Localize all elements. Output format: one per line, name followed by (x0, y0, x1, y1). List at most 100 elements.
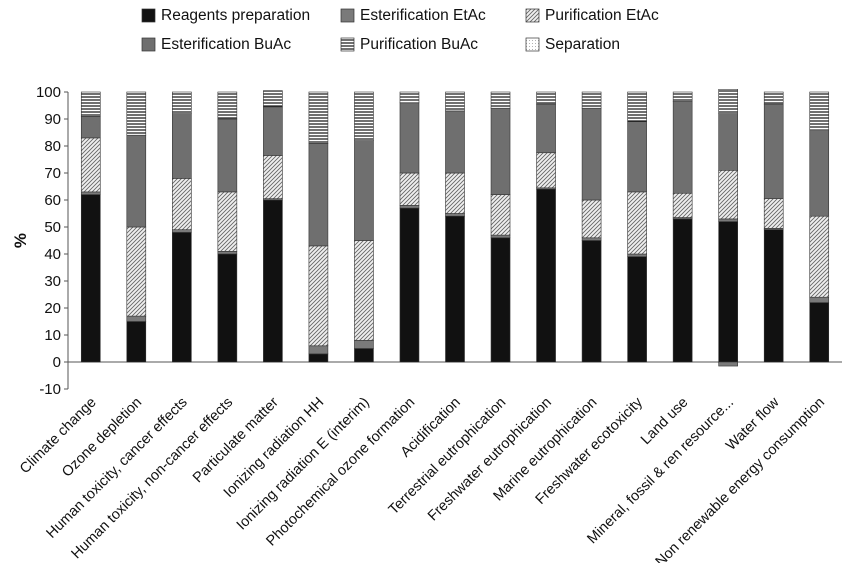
bar-segment (490, 107, 511, 195)
bar-segment (809, 91, 830, 131)
bar-segment (672, 101, 693, 194)
legend-label: Esterification EtAc (360, 7, 486, 24)
bar-segment (126, 134, 147, 228)
bar-segment (581, 107, 602, 201)
bar-segment (80, 194, 101, 363)
bar-segment (581, 199, 602, 239)
legend-label: Purification EtAc (545, 7, 659, 24)
y-tick-label: 0 (53, 354, 61, 371)
legend-swatch (141, 8, 156, 23)
bar-segment (217, 251, 238, 255)
bar-segment (399, 91, 420, 104)
bar-segment (354, 240, 374, 341)
y-tick-label: 40 (44, 246, 61, 263)
bar-segment-negative (718, 361, 738, 367)
bar-segment (399, 172, 420, 206)
bars (80, 89, 830, 367)
bar-segment (80, 137, 101, 193)
bar-segment (354, 91, 374, 141)
bar-segment (354, 340, 374, 349)
bar-segment (172, 91, 192, 114)
legend-swatch (525, 37, 540, 52)
y-tick-label: 30 (44, 273, 61, 290)
bar-segment (490, 234, 511, 239)
bar-segment (399, 205, 420, 209)
legend-swatch (340, 37, 355, 52)
y-tick-label: 20 (44, 300, 61, 317)
x-tick-label: Particulate matter (190, 394, 282, 486)
bar-segment (581, 237, 602, 241)
bar-segment (627, 121, 647, 193)
bar-segment (672, 218, 693, 363)
bar-segment (263, 106, 283, 156)
bar-segment (627, 253, 647, 258)
bar-segment (763, 198, 784, 229)
bar-segment (718, 218, 738, 222)
y-tick-label: 100 (36, 84, 61, 101)
bar-segment (672, 192, 693, 218)
legend-swatch (525, 8, 540, 23)
x-tick-label: Ozone depletion (59, 395, 145, 481)
bar-segment (809, 296, 830, 303)
legend: Reagents preparation Esterification EtAc P… (141, 7, 659, 53)
bar-segment (809, 215, 830, 298)
bar-segment (80, 191, 101, 195)
bar-segment (672, 91, 693, 102)
bar-segment (490, 194, 511, 236)
bar-segment (80, 91, 101, 117)
bar-segment (172, 113, 192, 179)
legend-label: Separation (545, 36, 620, 53)
legend-swatch (141, 37, 156, 52)
bar-segment (536, 152, 556, 189)
bar-segment (536, 91, 556, 105)
y-tick-label: 90 (44, 111, 61, 128)
bar-segment (80, 116, 101, 139)
bar-segment (718, 113, 738, 171)
bar-segment (172, 178, 192, 230)
bar-segment (445, 215, 465, 363)
bar-segment (718, 221, 738, 363)
bar-segment (308, 143, 329, 247)
legend-swatch (340, 8, 355, 23)
bar-segment (763, 91, 784, 105)
bar-segment (445, 91, 465, 112)
legend-label: Esterification BuAc (161, 36, 291, 53)
y-tick-label: -10 (39, 381, 61, 398)
bar-segment (172, 229, 192, 233)
bar-segment (536, 103, 556, 154)
y-tick-label: 60 (44, 192, 61, 209)
legend-label: Reagents preparation (161, 7, 310, 24)
bar-segment (581, 240, 602, 363)
bar-segment (627, 256, 647, 363)
x-tick-label: Climate change (17, 395, 100, 478)
bar-segment (126, 321, 147, 363)
bar-segment (354, 348, 374, 363)
y-tick-label: 50 (44, 219, 61, 236)
bar-segment (536, 188, 556, 363)
y-tick-label: 70 (44, 165, 61, 182)
y-tick-label: 80 (44, 138, 61, 155)
bar-segment (627, 91, 647, 123)
bar-segment (217, 253, 238, 363)
x-tick-label: Human toxicity, non-cancer effects (69, 395, 237, 563)
x-tick-label: Non renewable energy consumption (653, 395, 828, 563)
bar-segment (399, 207, 420, 363)
bar-segment (627, 191, 647, 255)
bar-segment (263, 199, 283, 363)
bar-segment (399, 102, 420, 174)
bar-segment (263, 90, 283, 108)
bar-segment (490, 237, 511, 363)
y-tick-label: 10 (44, 327, 61, 344)
bar-segment (445, 213, 465, 217)
bar-segment (217, 191, 238, 252)
bar-segment (308, 353, 329, 363)
legend-label: Purification BuAc (360, 36, 478, 53)
bar-segment (490, 91, 511, 109)
bar-segment (308, 345, 329, 355)
bar-segment (217, 91, 238, 120)
bar-segment (308, 91, 329, 144)
bar-segment (263, 155, 283, 199)
